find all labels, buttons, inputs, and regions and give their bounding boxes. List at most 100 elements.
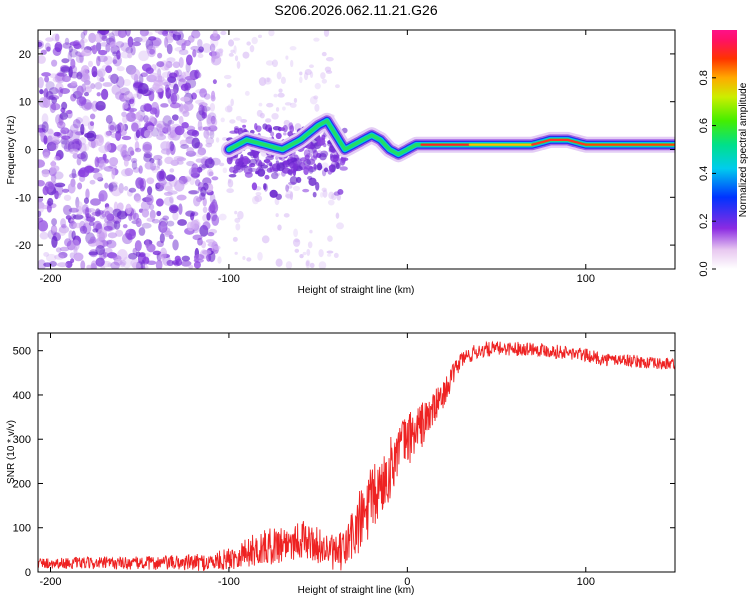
- spectrogram-noise-blob: [112, 208, 122, 217]
- spectrogram-noise-blob: [193, 261, 201, 269]
- spectrogram-noise-blob: [144, 161, 154, 170]
- spectrogram-noise-blob: [336, 222, 345, 230]
- spectrogram-noise-blob: [116, 76, 125, 88]
- spectrogram-noise-blob: [77, 182, 83, 190]
- spectrogram-noise-blob: [293, 160, 298, 170]
- spectrogram-noise-blob: [156, 210, 162, 217]
- spectrogram-noise-blob: [132, 167, 141, 173]
- spectrogram-noise-blob: [107, 262, 112, 268]
- spectrogram-noise-blob: [60, 66, 71, 73]
- spectrogram-noise-blob: [156, 158, 161, 169]
- x-tick-label: 100: [577, 576, 595, 588]
- spectrogram-noise-blob: [122, 78, 131, 87]
- spectrogram-noise-blob: [42, 96, 51, 108]
- spectrogram-noise-blob: [146, 243, 156, 253]
- spectrogram-noise-blob: [327, 253, 332, 257]
- spectrogram-noise-blob: [89, 179, 96, 185]
- spectrogram-noise-blob: [289, 176, 298, 185]
- spectrogram-noise-blob: [327, 169, 333, 175]
- spectrogram-noise-blob: [134, 140, 140, 151]
- spectrogram-noise-blob: [125, 46, 134, 54]
- spectrogram-noise-blob: [98, 145, 109, 154]
- spectrogram-noise-blob: [178, 203, 183, 215]
- spectrogram-noise-blob: [90, 139, 96, 149]
- x-tick-label: -200: [39, 576, 61, 588]
- spectrogram-noise-blob: [204, 158, 215, 169]
- spectrogram-noise-blob: [56, 40, 62, 45]
- spectrogram-noise-blob: [218, 213, 227, 221]
- spectrogram-noise-blob: [327, 199, 335, 206]
- spectrogram-noise-blob: [38, 203, 44, 213]
- spectrogram-noise-blob: [133, 37, 143, 43]
- spectrogram-noise-blob: [85, 217, 96, 222]
- spectrogram-noise-blob: [38, 180, 45, 187]
- spectrogram-noise-blob: [51, 96, 58, 104]
- spectrogram-noise-blob: [48, 140, 59, 151]
- spectrogram-noise-blob: [202, 249, 212, 255]
- spectrogram-noise-blob: [72, 40, 81, 49]
- spectrogram-noise-blob: [111, 84, 121, 96]
- spectrogram-noise-blob: [135, 111, 141, 121]
- spectrogram-noise-blob: [104, 142, 112, 152]
- spectrogram-noise-blob: [275, 132, 282, 140]
- spectrogram-noise-blob: [271, 112, 279, 120]
- spectrogram-noise-blob: [112, 59, 118, 65]
- x-tick-label: -200: [39, 273, 61, 285]
- spectrogram-noise-blob: [130, 45, 136, 56]
- spectrogram-noise-blob: [276, 162, 285, 172]
- spectrogram-noise-blob: [92, 228, 99, 233]
- spectrogram-noise-blob: [169, 168, 175, 173]
- spectrogram-noise-blob: [123, 158, 129, 167]
- spectrogram-noise-blob: [132, 41, 142, 47]
- spectrogram-noise-blob: [38, 76, 44, 89]
- spectrogram-noise-blob: [109, 41, 116, 48]
- spectrogram-noise-blob: [283, 213, 290, 218]
- spectrogram-noise-blob: [207, 232, 215, 237]
- spectrogram-noise-blob: [61, 101, 68, 110]
- spectrogram-noise-blob: [307, 241, 313, 249]
- spectrogram-noise-blob: [313, 163, 317, 170]
- spectrogram-noise-blob: [128, 228, 136, 237]
- spectrogram-noise-blob: [202, 206, 208, 214]
- spectrogram-noise-blob: [166, 57, 176, 63]
- spectrogram-noise-blob: [234, 217, 241, 223]
- spectrogram-noise-blob: [142, 143, 153, 153]
- spectrogram-noise-blob: [149, 48, 156, 55]
- spectrogram-noise-blob: [157, 52, 163, 59]
- spectrogram-noise-blob: [197, 237, 203, 246]
- spectrogram-noise-blob: [65, 215, 72, 220]
- spectrogram-noise-blob: [178, 49, 189, 56]
- spectrogram-noise-blob: [234, 251, 238, 255]
- spectrogram-noise-blob: [303, 149, 311, 158]
- spectrogram-noise-blob: [103, 225, 113, 231]
- spectrogram-noise-blob: [228, 52, 234, 57]
- spectrogram-noise-blob: [215, 137, 220, 143]
- spectrogram-noise-blob: [177, 219, 187, 226]
- spectrogram-noise-blob: [314, 103, 320, 112]
- spectrogram-noise-blob: [275, 193, 282, 200]
- spectrogram-noise-blob: [116, 66, 125, 72]
- y-tick-label: -20: [15, 240, 31, 252]
- y-tick-label: 10: [19, 97, 31, 109]
- spectrogram-noise-blob: [109, 124, 115, 131]
- spectrogram-noise-blob: [172, 30, 183, 35]
- spectrogram-noise-blob: [62, 204, 71, 214]
- spectrogram-noise-blob: [193, 218, 200, 228]
- spectrogram-noise-blob: [258, 102, 263, 107]
- spectrogram-noise-blob: [159, 232, 165, 244]
- spectrogram-noise-blob: [108, 156, 119, 167]
- spectrogram-noise-blob: [209, 203, 216, 213]
- spectrogram-noise-blob: [309, 229, 313, 234]
- spectrogram-noise-blob: [42, 152, 50, 159]
- spectrogram-noise-blob: [162, 215, 170, 221]
- spectrogram-noise-blob: [70, 58, 76, 69]
- spectrogram-noise-blob: [45, 128, 55, 141]
- spectrogram-noise-blob: [140, 259, 146, 269]
- spectrogram-noise-blob: [70, 258, 75, 264]
- spectrogram-noise-blob: [134, 196, 142, 203]
- spectrogram-noise-blob: [318, 261, 327, 269]
- spectrogram-noise-blob: [206, 114, 213, 125]
- colorbar-tick-label: 0.4: [698, 166, 710, 181]
- spectrogram-noise-blob: [84, 143, 90, 151]
- spectrogram-noise-blob: [99, 42, 110, 47]
